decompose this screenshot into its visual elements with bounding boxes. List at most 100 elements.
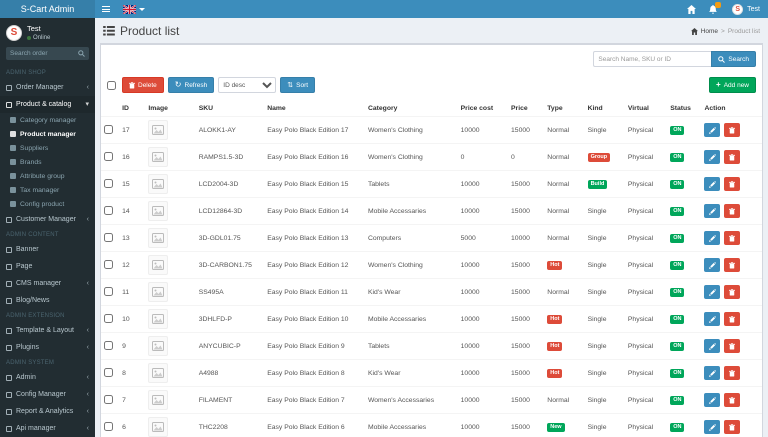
sort-button[interactable]: ⇅ Sort	[280, 77, 316, 93]
row-checkbox[interactable]	[104, 205, 113, 215]
status-badge[interactable]: ON	[670, 179, 685, 189]
status-badge[interactable]: ON	[670, 233, 685, 243]
sidebar-item-blog-news[interactable]: Blog/News	[0, 292, 95, 309]
sidebar-item-customer-manager[interactable]: Customer Manager ‹	[0, 211, 95, 228]
sidebar-item-order-manager[interactable]: Order Manager ‹	[0, 79, 95, 96]
language-dropdown[interactable]	[117, 0, 151, 18]
row-checkbox[interactable]	[104, 259, 113, 269]
sidebar-item-cms-manager[interactable]: CMS manager ‹	[0, 275, 95, 292]
row-checkbox[interactable]	[104, 232, 113, 242]
select-all-checkbox[interactable]	[107, 80, 116, 90]
product-search-input[interactable]	[593, 51, 712, 67]
brand-logo[interactable]: S-Cart Admin	[0, 0, 95, 18]
status-badge[interactable]: ON	[670, 314, 685, 324]
sidebar-subitem-category-manager[interactable]: Category manager	[0, 113, 95, 127]
status-badge[interactable]: ON	[670, 206, 685, 216]
status-badge[interactable]: ON	[670, 341, 685, 351]
user-menu[interactable]: S Test	[724, 0, 768, 18]
cell-kind: Single	[584, 197, 625, 225]
table-row: 13 3D-GDL01.75 Easy Polo Black Edition 1…	[101, 224, 762, 252]
sidebar-subitem-attribute-group[interactable]: Attribute group	[0, 169, 95, 183]
edit-button[interactable]	[704, 420, 721, 434]
cell-sku: SS495A	[195, 278, 265, 306]
status-badge[interactable]: ON	[670, 152, 685, 162]
row-checkbox[interactable]	[104, 151, 113, 161]
delete-row-button[interactable]	[724, 393, 741, 407]
status-badge[interactable]: ON	[670, 287, 685, 297]
delete-row-button[interactable]	[724, 285, 741, 299]
delete-row-button[interactable]	[724, 420, 741, 434]
status-badge[interactable]: ON	[670, 422, 685, 432]
trash-icon	[729, 126, 736, 133]
home-button[interactable]	[680, 0, 702, 18]
sort-order-select[interactable]: ID desc	[218, 77, 277, 93]
cell-kind: Single	[584, 224, 625, 252]
product-search-button[interactable]: Search	[711, 51, 756, 67]
status-badge[interactable]: ON	[670, 260, 685, 270]
status-badge[interactable]: ON	[670, 368, 685, 378]
delete-button[interactable]: Delete	[122, 77, 164, 93]
row-checkbox[interactable]	[104, 286, 113, 296]
sidebar-item-banner[interactable]: Banner	[0, 241, 95, 258]
edit-button[interactable]	[704, 150, 721, 164]
status-badge[interactable]: ON	[670, 395, 685, 405]
sidebar-item-template-layout[interactable]: Template & Layout ‹	[0, 322, 95, 339]
pencil-icon	[708, 180, 716, 188]
sidebar-item-product-catalog[interactable]: Product & catalog ▾	[0, 96, 95, 113]
sidebar-search-input[interactable]	[6, 47, 74, 60]
edit-button[interactable]	[704, 177, 721, 191]
cell-type: Hot	[544, 251, 585, 279]
cell-virtual: Physical	[624, 332, 668, 360]
delete-row-button[interactable]	[724, 312, 741, 326]
delete-row-button[interactable]	[724, 258, 741, 272]
row-checkbox[interactable]	[104, 313, 113, 323]
edit-button[interactable]	[704, 366, 721, 380]
delete-row-button[interactable]	[724, 231, 741, 245]
edit-button[interactable]	[704, 285, 721, 299]
edit-button[interactable]	[704, 312, 721, 326]
delete-row-button[interactable]	[724, 339, 741, 353]
row-checkbox[interactable]	[104, 340, 113, 350]
sidebar-item-admin[interactable]: Admin ‹	[0, 369, 95, 386]
sidebar-item-page[interactable]: Page	[0, 258, 95, 275]
edit-button[interactable]	[704, 339, 721, 353]
row-checkbox[interactable]	[104, 394, 113, 404]
sidebar-subitem-tax-manager[interactable]: Tax manager	[0, 183, 95, 197]
row-checkbox[interactable]	[104, 421, 113, 431]
delete-row-button[interactable]	[724, 204, 741, 218]
hot-badge: Hot	[547, 368, 563, 378]
sidebar-item-plugins[interactable]: Plugins ‹	[0, 339, 95, 356]
breadcrumb-current: Product list	[727, 27, 760, 35]
delete-row-button[interactable]	[724, 150, 741, 164]
sidebar-subitem-label: Brands	[20, 158, 42, 166]
cell-type: Normal	[544, 278, 585, 306]
sidebar-item-config-manager[interactable]: Config Manager ‹	[0, 386, 95, 403]
refresh-button[interactable]: ↻ Refresh	[167, 77, 215, 93]
delete-row-button[interactable]	[724, 366, 741, 380]
edit-button[interactable]	[704, 393, 721, 407]
column-header-status: Status	[667, 101, 702, 117]
sidebar-search-button[interactable]	[74, 47, 89, 60]
sidebar-item-api-manager[interactable]: Api manager ‹	[0, 420, 95, 437]
edit-button[interactable]	[704, 258, 721, 272]
status-badge[interactable]: ON	[670, 125, 685, 135]
edit-button[interactable]	[704, 123, 721, 137]
edit-button[interactable]	[704, 204, 721, 218]
row-checkbox[interactable]	[104, 178, 113, 188]
sidebar-subitem-config-product[interactable]: Config product	[0, 197, 95, 211]
sidebar-subitem-brands[interactable]: Brands	[0, 155, 95, 169]
delete-row-button[interactable]	[724, 177, 741, 191]
cell-virtual: Physical	[624, 143, 668, 171]
delete-row-button[interactable]	[724, 123, 741, 137]
cell-price-cost: 10000	[457, 413, 509, 437]
row-checkbox[interactable]	[104, 367, 113, 377]
notifications-button[interactable]	[702, 0, 724, 18]
breadcrumb-home-link[interactable]: Home	[700, 27, 719, 35]
sidebar-toggle-button[interactable]	[95, 0, 117, 18]
row-checkbox[interactable]	[104, 124, 113, 134]
edit-button[interactable]	[704, 231, 721, 245]
sidebar-item-report-analytics[interactable]: Report & Analytics ‹	[0, 403, 95, 420]
sidebar-subitem-product-manager[interactable]: Product manager	[0, 127, 95, 141]
add-new-button[interactable]: + Add new	[709, 77, 756, 93]
sidebar-subitem-suppliers[interactable]: Suppliers	[0, 141, 95, 155]
